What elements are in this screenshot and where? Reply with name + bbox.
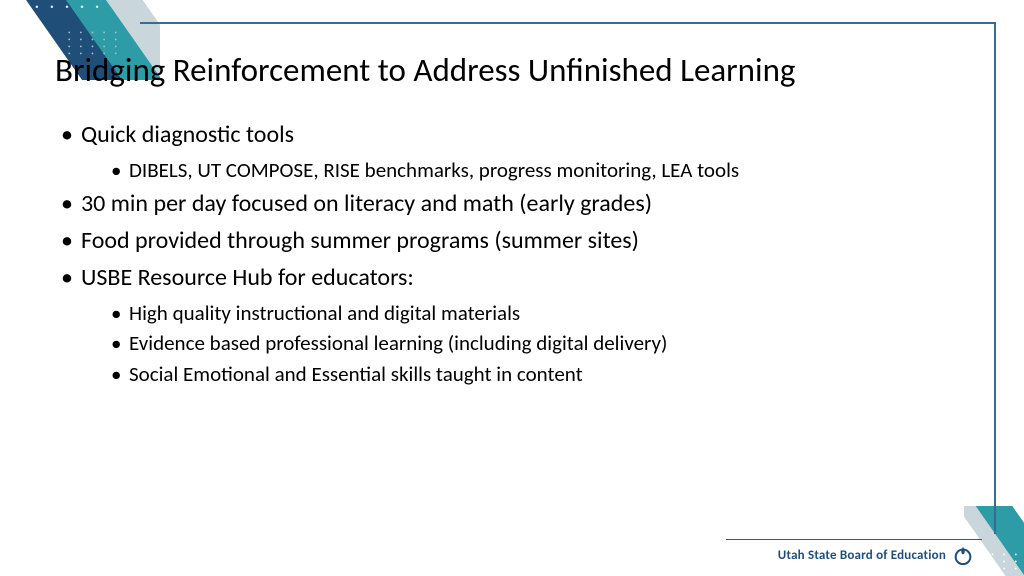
footer-text: Utah State Board of Education	[778, 548, 946, 563]
sub-bullet-item: Evidence based professional learning (in…	[111, 328, 964, 358]
bullet-text: Quick diagnostic tools	[81, 120, 294, 149]
footer-divider	[726, 539, 982, 540]
sub-bullet-item: Social Emotional and Essential skills ta…	[111, 359, 964, 389]
bullet-item: Food provided through summer programs (s…	[61, 224, 964, 259]
slide-title: Bridging Reinforcement to Address Unfini…	[55, 50, 964, 90]
slide-content: Bridging Reinforcement to Address Unfini…	[55, 50, 964, 391]
sub-bullet-item: DIBELS, UT COMPOSE, RISE benchmarks, pro…	[111, 155, 964, 185]
bullet-text: 30 min per day focused on literacy and m…	[81, 189, 652, 218]
frame-top-border	[140, 22, 996, 24]
footer-logo: Utah State Board of Education	[778, 544, 974, 566]
flame-circle-icon	[952, 544, 974, 566]
bullet-item: 30 min per day focused on literacy and m…	[61, 187, 964, 222]
bullet-text: Food provided through summer programs (s…	[81, 226, 639, 255]
dots-decoration-top: • • • • • •	[20, 2, 104, 11]
bullet-text: USBE Resource Hub for educators:	[81, 263, 414, 292]
bullet-item: Quick diagnostic tools DIBELS, UT COMPOS…	[61, 118, 964, 185]
bullet-list: Quick diagnostic tools DIBELS, UT COMPOS…	[55, 118, 964, 389]
sub-bullet-item: High quality instructional and digital m…	[111, 298, 964, 328]
frame-right-border	[994, 22, 996, 534]
bullet-item: USBE Resource Hub for educators: High qu…	[61, 261, 964, 389]
